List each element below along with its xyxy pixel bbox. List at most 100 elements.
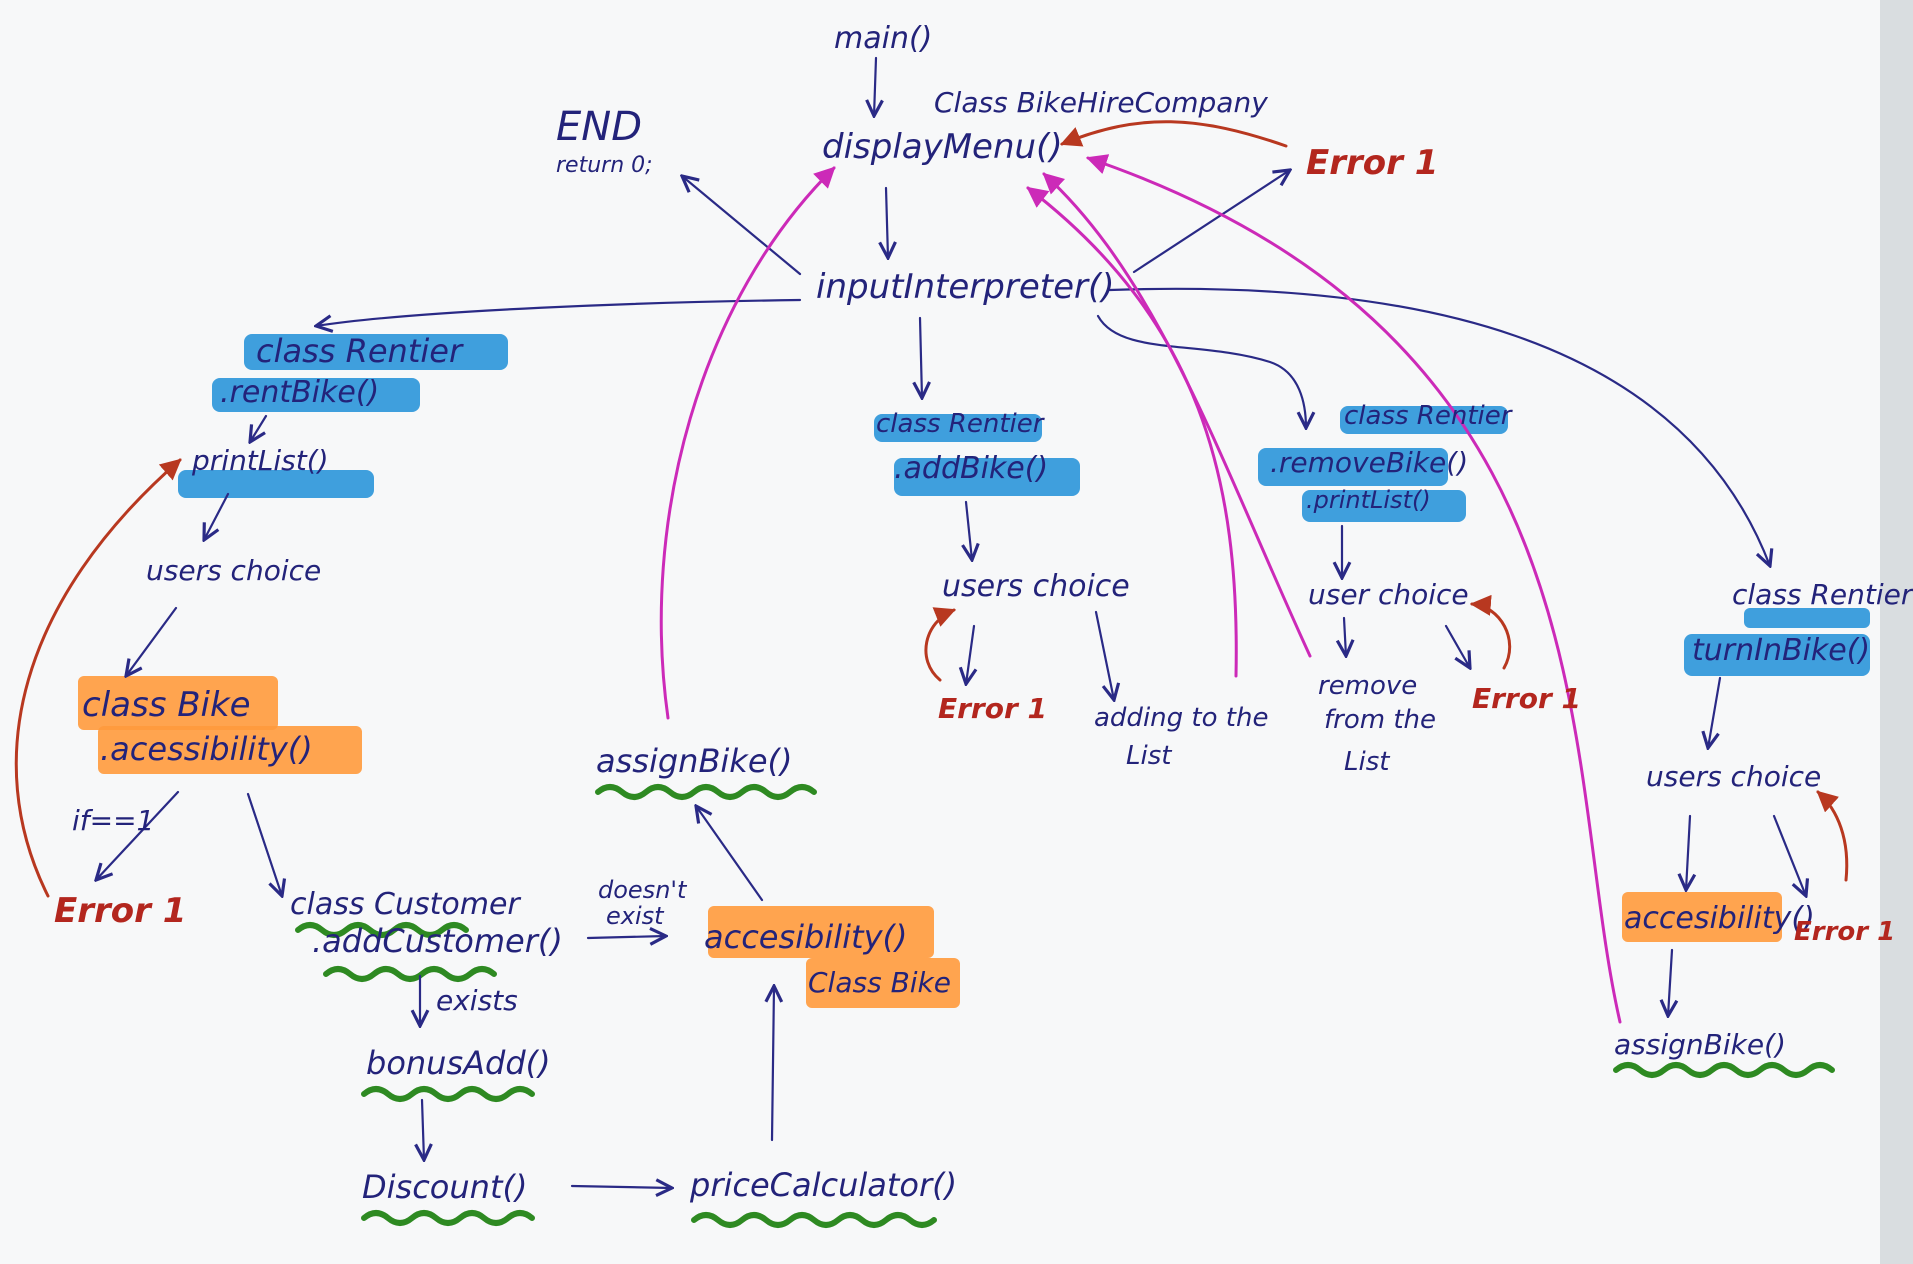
label-class-customer: class Customer — [290, 887, 521, 922]
label-far-right-assign-bike: assignBike() — [1614, 1028, 1786, 1061]
highlight-accesibility-far-right — [1622, 892, 1782, 942]
underlines — [295, 784, 1835, 1228]
arrow-choice-to-error-center — [966, 624, 974, 684]
arrow-assign-left-to-menu — [659, 166, 836, 720]
arrow-interpreter-to-end — [682, 176, 802, 276]
underline-assign-bike-right — [1613, 1062, 1835, 1078]
label-accessibility: .acessibility() — [100, 730, 313, 768]
underline-class-customer — [295, 922, 469, 938]
underline-price-calculator — [691, 1212, 937, 1228]
highlight-far-right-turn-in-bike — [1684, 634, 1870, 676]
arrow-choice-to-adding — [1094, 610, 1114, 700]
arrow-interpreter-to-far-right — [1108, 287, 1770, 566]
label-if-eq-1: if==1 — [72, 804, 154, 837]
highlight-class-bike-middle — [806, 958, 960, 1008]
label-class-bike-hire-company: Class BikeHireCompany — [934, 86, 1268, 119]
label-return-0: return 0; — [556, 153, 653, 178]
arrow-choice-to-error-fr — [1772, 814, 1806, 896]
label-far-right-users-choice: users choice — [1646, 760, 1821, 793]
label-adding-list: List — [1126, 741, 1172, 771]
arrow-error-far-right-loop — [1816, 790, 1849, 882]
label-exists: exists — [436, 984, 518, 1017]
highlight-right-remove-bike — [1258, 448, 1448, 486]
arrow-choice-to-accesibility-fr — [1686, 814, 1690, 890]
label-error-center: Error 1 — [938, 692, 1047, 725]
arrow-adding-to-menu — [1026, 186, 1238, 678]
highlight-right-print-list — [1302, 490, 1466, 522]
arrow-interpreter-to-right — [1096, 314, 1306, 428]
label-center-class-rentier: class Rentier — [876, 409, 1046, 439]
return-arrows — [659, 154, 1622, 1024]
label-error-top: Error 1 — [1306, 143, 1438, 183]
highlight-accesibility-middle — [708, 906, 934, 958]
highlight-far-right-class-rentier — [1744, 608, 1870, 628]
flow-arrows — [96, 56, 1806, 1188]
arrow-main-to-menu — [874, 56, 876, 116]
label-left-rent-bike: .rentBike() — [220, 375, 379, 410]
text-labels: main() Class BikeHireCompany displayMenu… — [54, 21, 1913, 1206]
arrow-accesibility-to-assign-fr — [1668, 948, 1672, 1016]
label-exist: exist — [606, 902, 665, 930]
highlight-accessibility — [98, 726, 362, 774]
underline-add-customer — [323, 966, 497, 982]
label-left-class-rentier: class Rentier — [256, 332, 464, 370]
arrow-bonus-to-discount — [422, 1098, 424, 1160]
error-loops — [14, 120, 1849, 898]
highlight-center-class-rentier — [874, 414, 1042, 442]
arrow-error-left-loop — [14, 458, 182, 898]
label-far-right-class-rentier: class Rentier — [1732, 578, 1913, 611]
highlight-left-print-list — [178, 470, 374, 498]
highlight-left-rent-bike — [212, 378, 420, 412]
label-add-customer: .addCustomer() — [312, 922, 563, 960]
label-adding-to-the: adding to the — [1094, 703, 1268, 733]
underline-bonus-add — [361, 1086, 535, 1102]
arrow-error-right-loop — [1469, 594, 1512, 670]
arrow-interpreter-to-center — [920, 316, 922, 398]
arrow-print-to-choice — [204, 492, 230, 540]
arrow-menu-to-interpreter — [886, 186, 888, 258]
arrow-bike-to-customer — [246, 792, 282, 896]
label-right-remove-bike: .removeBike() — [1270, 446, 1468, 479]
label-display-menu: displayMenu() — [822, 127, 1063, 167]
label-left-print-list: printList() — [191, 444, 329, 477]
highlights — [78, 334, 1870, 1008]
arrow-choice-to-remove — [1344, 616, 1346, 656]
label-center-add-bike: .addBike() — [894, 451, 1048, 486]
label-from-the: from the — [1324, 705, 1436, 735]
label-class-bike: class Bike — [82, 685, 251, 725]
arrow-discount-to-price — [570, 1186, 672, 1188]
underline-discount — [361, 1210, 535, 1226]
highlight-left-class-rentier — [244, 334, 508, 370]
label-input-interpreter: inputInterpreter() — [816, 267, 1115, 307]
label-class-bike-middle: Class Bike — [808, 966, 951, 999]
label-right-user-choice: user choice — [1308, 578, 1469, 611]
label-bonus-add: bonusAdd() — [366, 1044, 551, 1082]
label-right-print-list: .printList() — [1306, 486, 1431, 514]
label-accesibility-middle: accesibility() — [704, 918, 907, 956]
label-remove-list: List — [1344, 747, 1390, 777]
label-main: main() — [834, 21, 932, 56]
arrow-remove-to-menu — [1042, 172, 1312, 658]
label-error-left: Error 1 — [54, 891, 186, 931]
label-remove: remove — [1318, 671, 1417, 701]
arrow-interpreter-to-error-top — [1132, 170, 1290, 274]
label-right-class-rentier: class Rentier — [1344, 401, 1514, 431]
label-error-right: Error 1 — [1472, 682, 1581, 715]
arrow-bike-to-error — [96, 790, 180, 880]
arrow-error-center-loop — [924, 607, 956, 682]
label-doesnt: doesn't — [598, 876, 688, 904]
label-far-right-accesibility: accesibility() — [1624, 901, 1815, 936]
arrow-customer-to-accesibility — [586, 936, 666, 938]
arrow-choice-to-error-right — [1444, 624, 1470, 668]
arrow-accesibility-to-assign — [696, 806, 764, 902]
arrow-choice-to-bike — [126, 606, 178, 676]
arrow-addbike-to-choice — [966, 500, 972, 560]
arrow-interpreter-to-left — [316, 298, 802, 326]
highlight-class-bike — [78, 676, 278, 730]
highlight-center-add-bike — [894, 458, 1080, 496]
arrow-rent-to-print — [250, 414, 268, 442]
label-end: END — [556, 104, 642, 150]
label-center-users-choice: users choice — [942, 569, 1130, 604]
